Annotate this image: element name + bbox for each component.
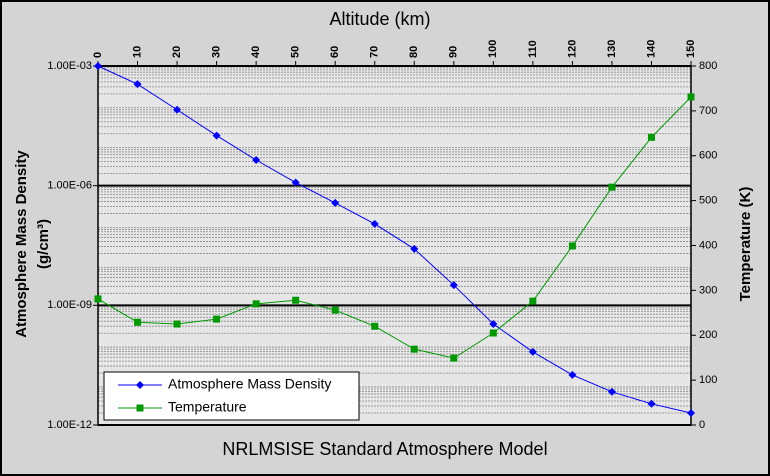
x-tick-label: 30 bbox=[211, 46, 223, 58]
plot-layer: 1.00E-121.00E-091.00E-061.00E-0301002003… bbox=[47, 40, 717, 431]
y-tick-label: 1.00E-12 bbox=[47, 419, 92, 431]
data-point bbox=[528, 347, 537, 356]
y2-tick-label: 600 bbox=[699, 150, 717, 162]
series-line bbox=[97, 65, 692, 414]
data-point bbox=[687, 93, 695, 101]
data-point bbox=[568, 370, 577, 379]
data-point bbox=[529, 297, 537, 305]
x-tick-label: 40 bbox=[250, 46, 262, 58]
data-point bbox=[568, 242, 576, 250]
data-point bbox=[647, 399, 656, 408]
data-point bbox=[489, 320, 498, 329]
data-point bbox=[292, 296, 300, 304]
x-tick-label: 70 bbox=[369, 46, 381, 58]
x-tick-label: 60 bbox=[329, 46, 341, 58]
y2-tick-label: 800 bbox=[699, 60, 717, 72]
y2-axis-title: Temperature (K) bbox=[737, 187, 754, 302]
y2-tick-label: 100 bbox=[699, 374, 717, 386]
data-point bbox=[213, 315, 221, 323]
data-point bbox=[173, 105, 182, 114]
data-point bbox=[410, 244, 419, 253]
y2-tick-label: 700 bbox=[699, 105, 717, 117]
x-tick-label: 130 bbox=[606, 40, 618, 58]
y2-tick-label: 400 bbox=[699, 239, 717, 251]
data-point bbox=[252, 156, 261, 165]
data-point bbox=[608, 183, 616, 191]
data-point bbox=[252, 300, 260, 308]
y-tick-label: 1.00E-06 bbox=[47, 180, 92, 192]
data-point bbox=[607, 387, 616, 396]
x-tick-label: 100 bbox=[487, 40, 499, 58]
plot-border bbox=[97, 65, 692, 426]
data-point bbox=[687, 408, 695, 417]
data-point bbox=[291, 178, 300, 187]
data-point bbox=[450, 354, 458, 362]
legend-label: Atmosphere Mass Density bbox=[168, 376, 331, 392]
data-point bbox=[134, 318, 142, 326]
legend-label: Temperature bbox=[168, 399, 247, 415]
chart-subtitle: NRLMSISE Standard Atmosphere Model bbox=[222, 439, 547, 459]
legend: Atmosphere Mass Density Temperature bbox=[103, 371, 360, 421]
plot-area bbox=[98, 66, 691, 425]
y2-tick-label: 200 bbox=[699, 329, 717, 341]
x-tick-label: 0 bbox=[92, 52, 104, 58]
x-tick-label: 90 bbox=[448, 46, 460, 58]
series-line bbox=[97, 96, 692, 359]
legend-box bbox=[103, 371, 360, 421]
x-tick-label: 120 bbox=[566, 40, 578, 58]
x-tick-label: 150 bbox=[685, 40, 697, 58]
data-point bbox=[331, 198, 340, 207]
chart-title: Altitude (km) bbox=[329, 9, 430, 29]
data-point bbox=[212, 131, 221, 140]
y2-tick-label: 500 bbox=[699, 195, 717, 207]
x-tick-label: 110 bbox=[527, 40, 539, 58]
data-point bbox=[94, 295, 102, 303]
data-point bbox=[331, 306, 339, 314]
legend-marker bbox=[136, 381, 144, 389]
y-tick-label: 1.00E-03 bbox=[47, 60, 92, 72]
data-point bbox=[489, 329, 497, 337]
legend-marker bbox=[136, 404, 144, 412]
x-tick-label: 20 bbox=[171, 46, 183, 58]
data-point bbox=[173, 320, 181, 328]
y-axis-unit: (g/cm³) bbox=[35, 219, 52, 269]
y2-tick-label: 300 bbox=[699, 284, 717, 296]
y2-tick-label: 0 bbox=[699, 419, 705, 431]
data-point bbox=[370, 219, 379, 228]
data-point bbox=[371, 322, 379, 330]
x-tick-label: 50 bbox=[290, 46, 302, 58]
data-point bbox=[410, 345, 418, 353]
data-point bbox=[133, 80, 142, 89]
x-tick-label: 80 bbox=[408, 46, 420, 58]
data-point bbox=[449, 281, 458, 290]
data-point bbox=[647, 133, 655, 141]
x-tick-label: 140 bbox=[645, 40, 657, 58]
data-point bbox=[94, 62, 102, 70]
x-tick-label: 10 bbox=[131, 46, 143, 58]
y-tick-label: 1.00E-09 bbox=[47, 299, 92, 311]
y-axis-title: Atmosphere Mass Density bbox=[13, 150, 30, 338]
